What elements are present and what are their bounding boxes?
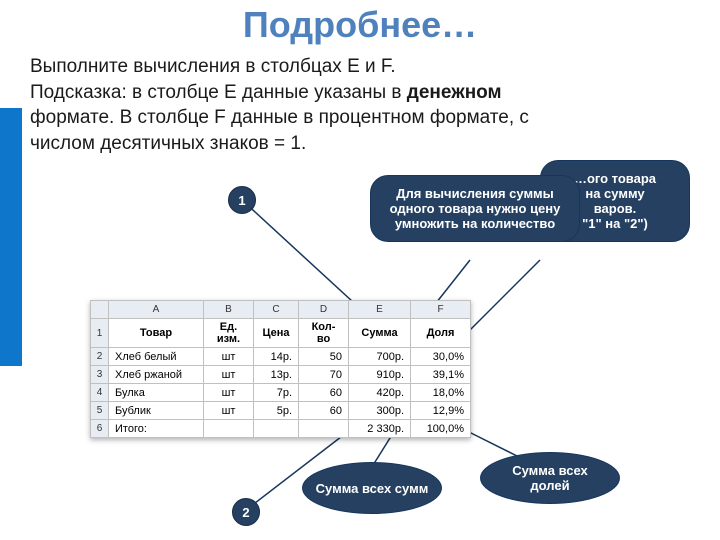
row-number: 5	[91, 402, 109, 420]
table-cell: 300р.	[349, 402, 411, 420]
body-line3: формате. В столбце F данные в процентном…	[30, 107, 529, 128]
sheet-table: ABCDEF1ТоварЕд. изм.ЦенаКол-воСуммаДоля2…	[90, 300, 471, 438]
table-cell: 13р.	[254, 366, 299, 384]
table-cell: 7р.	[254, 384, 299, 402]
table-cell: Итого:	[109, 420, 204, 438]
badge-1: 1	[228, 186, 256, 214]
table-cell: 18,0%	[411, 384, 471, 402]
table-cell: Хлеб ржаной	[109, 366, 204, 384]
body-line2a: Подсказка: в столбце Е данные указаны в	[30, 82, 407, 103]
table-cell	[204, 420, 254, 438]
table-cell: 60	[299, 384, 349, 402]
row-number: 3	[91, 366, 109, 384]
callout-top-main: Для вычисления суммы одного товара нужно…	[370, 175, 580, 242]
table-cell: 12,9%	[411, 402, 471, 420]
callout-back-l1: …ого товара	[574, 171, 656, 186]
table-cell: 30,0%	[411, 348, 471, 366]
spreadsheet: ABCDEF1ТоварЕд. изм.ЦенаКол-воСуммаДоля2…	[90, 300, 471, 438]
col-letter: F	[411, 301, 471, 319]
table-cell: 2 330р.	[349, 420, 411, 438]
table-cell: 700р.	[349, 348, 411, 366]
table-cell: шт	[204, 402, 254, 420]
body-line2b: денежном	[407, 82, 502, 103]
row-number: 4	[91, 384, 109, 402]
column-header: Товар	[109, 319, 204, 348]
instruction-text: Выполните вычисления в столбцах E и F. П…	[30, 54, 670, 157]
col-letter: E	[349, 301, 411, 319]
table-cell: 100,0%	[411, 420, 471, 438]
column-header: Цена	[254, 319, 299, 348]
table-cell: 910р.	[349, 366, 411, 384]
callout-back-l2: на сумму	[585, 186, 644, 201]
column-header: Доля	[411, 319, 471, 348]
row-number: 2	[91, 348, 109, 366]
table-cell	[299, 420, 349, 438]
table-cell: Бублик	[109, 402, 204, 420]
column-header: Ед. изм.	[204, 319, 254, 348]
table-cell: 60	[299, 402, 349, 420]
table-cell	[254, 420, 299, 438]
table-cell: шт	[204, 384, 254, 402]
table-cell: 39,1%	[411, 366, 471, 384]
body-line4: числом десятичных знаков = 1.	[30, 133, 306, 154]
body-line1: Выполните вычисления в столбцах E и F.	[30, 56, 396, 77]
callout-share-all: Сумма всех долей	[480, 452, 620, 504]
column-header: Сумма	[349, 319, 411, 348]
col-letter: B	[204, 301, 254, 319]
col-letter: A	[109, 301, 204, 319]
table-cell: 50	[299, 348, 349, 366]
callout-back-l3: варов.	[594, 201, 637, 216]
badge-2: 2	[232, 498, 260, 526]
row-number: 6	[91, 420, 109, 438]
accent-bar	[0, 108, 22, 366]
col-letter: D	[299, 301, 349, 319]
col-letter: C	[254, 301, 299, 319]
callout-back-l4: "1" на "2")	[582, 216, 648, 231]
table-cell: 5р.	[254, 402, 299, 420]
table-cell: шт	[204, 348, 254, 366]
table-cell: 14р.	[254, 348, 299, 366]
table-cell: 70	[299, 366, 349, 384]
table-cell: Хлеб белый	[109, 348, 204, 366]
table-cell: 420р.	[349, 384, 411, 402]
page-title: Подробнее…	[0, 4, 720, 46]
table-cell: Булка	[109, 384, 204, 402]
table-cell: шт	[204, 366, 254, 384]
column-header: Кол-во	[299, 319, 349, 348]
callout-sum-all: Сумма всех сумм	[302, 462, 442, 514]
